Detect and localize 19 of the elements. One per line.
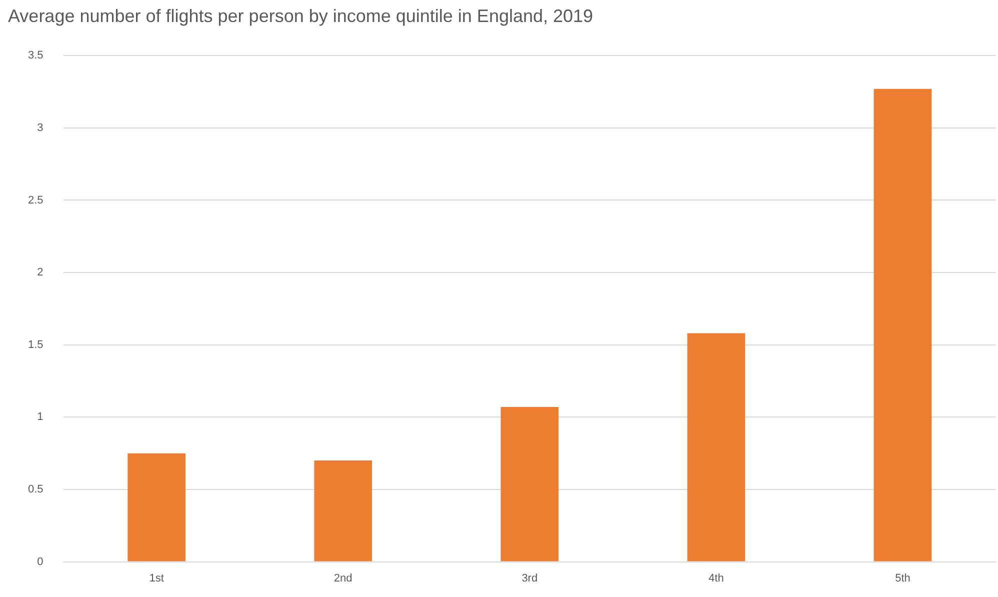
bar	[874, 88, 932, 562]
x-tick-label: 2nd	[334, 572, 352, 584]
y-tick-label: 2.5	[28, 194, 44, 206]
y-tick-label: 1	[37, 411, 44, 424]
y-tick-label: 0.5	[28, 484, 44, 496]
x-tick-label: 1st	[149, 572, 164, 584]
y-tick-label: 1.5	[28, 338, 44, 351]
bar	[128, 453, 186, 562]
bar	[687, 333, 746, 562]
y-tick-label: 2	[37, 266, 44, 279]
y-tick-label: 3.5	[28, 50, 44, 62]
x-tick-label: 5th	[895, 572, 910, 584]
x-tick-label: 3rd	[522, 572, 538, 584]
x-tick-label: 4th	[708, 572, 724, 584]
chart-title: Average number of flights per person by income quintile in England, 2019	[8, 6, 594, 26]
bar	[314, 460, 372, 562]
y-tick-label: 3	[37, 122, 44, 134]
y-tick-label: 0	[37, 556, 44, 568]
bar	[500, 407, 559, 562]
